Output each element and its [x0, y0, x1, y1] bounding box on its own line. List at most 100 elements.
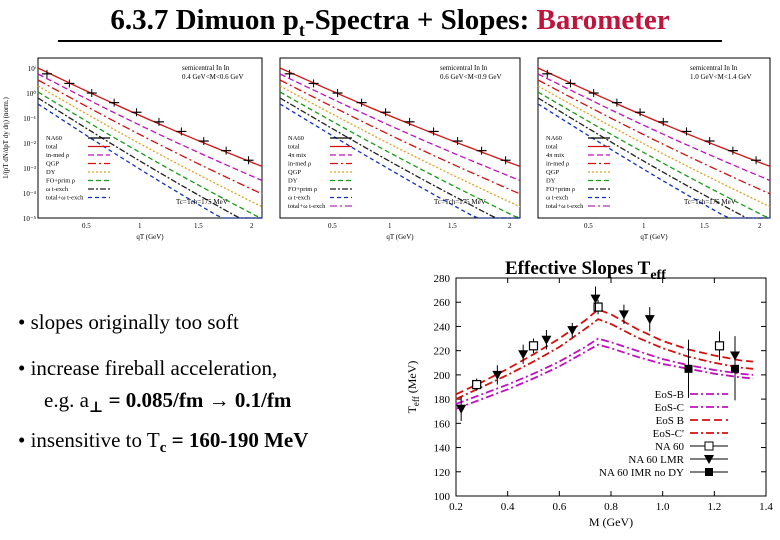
- spectra-curve: [37, 85, 263, 208]
- eff-x-tick-label: 1.0: [656, 501, 670, 513]
- eff-y-axis-label-main: T: [405, 405, 419, 413]
- spectra-plot-3: semicentral In In1.0 GeV<M<1.4 GeV Tc=Tch…: [537, 57, 771, 241]
- title-sub: t: [298, 19, 305, 40]
- eff-y-tick-label: 100: [434, 491, 451, 503]
- eff-x-tick-label: 0.6: [552, 501, 566, 513]
- spectra-x-tick-label: 2: [250, 222, 254, 230]
- spectra-frame: [537, 57, 771, 219]
- spectra-plot-2: semicentral In In0.6 GeV<M<0.9 GeV Tc=Tch…: [279, 57, 521, 241]
- spectra-curve: [537, 97, 770, 219]
- spectra-x-axis-label: qT (GeV): [386, 233, 414, 241]
- bullet-tc: • insensitive to Tc = 160-190 MeV: [18, 428, 308, 457]
- spectra-legend-label: NA60: [288, 135, 304, 142]
- spectra-legend-label: in-med ρ: [546, 161, 569, 168]
- eff-legend-marker: [704, 441, 714, 451]
- spectra-y-tick-label: 10⁻¹: [23, 115, 36, 123]
- example-prefix: e.g. a: [44, 388, 89, 412]
- eff-legend-label: EoS-B: [655, 389, 684, 401]
- spectra-curve: [537, 73, 771, 182]
- spectra-x-tick-label: 0.5: [584, 222, 593, 230]
- eff-y-tick-label: 200: [434, 370, 451, 382]
- spectra-curve: [537, 67, 771, 168]
- spectra-x-tick-label: 2: [508, 222, 512, 230]
- spectra-curve: [37, 97, 262, 219]
- spectra-plot-1: semicentral In In0.4 GeV<M<0.6 GeV Tc=Tch…: [2, 57, 263, 241]
- spectra-label-system: semicentral In In: [690, 64, 738, 72]
- tc-values: = 160-190 MeV: [166, 428, 309, 452]
- spectra-legend-label: ω t-exch: [46, 186, 69, 193]
- eff-chart-title: Effective Slopes Teff: [505, 258, 666, 284]
- eff-x-axis-label: M (GeV): [589, 515, 633, 529]
- spectra-legend-label: total+ω t-exch: [46, 195, 84, 202]
- slide-title: 6.3.7 Dimuon pt-Spectra + Slopes: Barome…: [0, 4, 780, 41]
- spectra-panel-1: semicentral In In 0.4 GeV<M<0.6 GeV Tc=Tch…: [0, 50, 272, 242]
- eff-y-tick-label: 280: [434, 273, 451, 285]
- spectra-curve: [537, 85, 771, 208]
- eff-y-axis-label-unit: (MeV): [405, 361, 419, 397]
- eff-legend-label: NA 60 LMR: [628, 454, 684, 466]
- spectra-legend-label: total: [546, 144, 558, 151]
- eff-datapoint-lmr: [590, 294, 601, 304]
- spectra-label-mass: 1.0 GeV<M<1.4 GeV: [690, 73, 752, 81]
- title-highlight: Barometer: [536, 4, 670, 36]
- eff-y-tick-label: 120: [434, 467, 451, 479]
- eff-datapoint-na60: [472, 379, 482, 390]
- spectra-legend-label: DY: [288, 178, 298, 185]
- spectra-curve: [37, 103, 262, 219]
- spectra-curve: [537, 91, 771, 219]
- eff-series-line: [455, 343, 754, 410]
- title-underline: [58, 40, 722, 42]
- spectra-y-tick-label: 10⁻³: [23, 165, 36, 173]
- spectra-curve: [279, 79, 521, 195]
- spectra-x-tick-label: 2: [758, 222, 762, 230]
- spectra-x-tick-label: 1: [642, 222, 646, 230]
- spectra-curve: [279, 67, 521, 168]
- eff-x-tick-label: 0.4: [501, 501, 515, 513]
- spectra-legend-label: total+ω t-exch: [546, 203, 584, 210]
- eff-datapoint-lmr: [456, 404, 467, 414]
- spectra-curve: [279, 97, 520, 219]
- eff-title-sub: eff: [650, 267, 666, 283]
- eff-datapoint-na60: [714, 341, 725, 351]
- tc-prefix: • insensitive to T: [18, 428, 160, 452]
- eff-datapoint-imr: [684, 364, 693, 373]
- eff-datapoint-lmr: [541, 335, 552, 345]
- spectra-label-temp: Tc=Tch=175 MeV: [434, 198, 486, 206]
- eff-y-tick-label: 260: [434, 297, 451, 309]
- spectra-x-tick-label: 0.5: [328, 222, 337, 230]
- eff-y-tick-label: 240: [434, 321, 451, 333]
- spectra-panel-2: semicentral In In 0.6 GeV<M<0.9 GeV Tc=Tch…: [268, 50, 530, 242]
- spectra-x-axis-label: qT (GeV): [640, 233, 668, 241]
- spectra-legend-label: QGP: [46, 161, 59, 168]
- spectra-legend-label: in-med ρ: [46, 152, 69, 159]
- eff-legend-label: NA 60: [655, 441, 685, 453]
- tc-sub: c: [159, 440, 167, 457]
- bullet-acceleration-example: e.g. a⊥ = 0.085/fm → 0.1/fm: [44, 388, 291, 417]
- effective-slopes-chart: 100 120 140 160 180 200 220 240 260 280 0.2 0.4 0.6 0…: [405, 273, 773, 529]
- spectra-legend-label: NA60: [546, 135, 562, 142]
- eff-y-axis-label: Teff (MeV): [405, 361, 421, 414]
- eff-legend-label: EoS B: [656, 415, 684, 427]
- eff-x-tick-label: 1.2: [707, 501, 721, 513]
- eff-y-tick-label: 220: [434, 346, 451, 358]
- spectra-x-tick-label: 1.5: [700, 222, 709, 230]
- spectra-y-tick-label: 10⁻⁴: [23, 190, 37, 198]
- spectra-legend-label: 4π mix: [288, 152, 307, 159]
- spectra-curve: [279, 73, 521, 182]
- spectra-legend-label: 4π mix: [546, 152, 565, 159]
- perp-symbol: ⊥: [88, 400, 104, 417]
- example-values: = 0.085/fm → 0.1/fm: [103, 388, 292, 412]
- spectra-legend-label: total+ω t-exch: [288, 203, 326, 210]
- spectra-x-tick-label: 1: [138, 222, 142, 230]
- eff-datapoint-lmr: [518, 350, 529, 360]
- eff-x-tick-label: 1.4: [759, 501, 773, 513]
- eff-x-tick-label: 0.2: [449, 501, 463, 513]
- spectra-y-axis-label: 1/(pT dN/dpT dy dη) (norm.): [2, 96, 10, 178]
- spectra-legend-label: FO+prim ρ: [46, 178, 75, 185]
- title-rest: -Spectra + Slopes:: [304, 4, 537, 36]
- spectra-legend-label: total: [46, 144, 58, 151]
- spectra-legend-label: NA60: [46, 135, 62, 142]
- spectra-curve: [537, 103, 770, 219]
- spectra-y-tick-label: 10ⁱ: [28, 65, 36, 73]
- spectra-label-system: semicentral In In: [440, 64, 488, 72]
